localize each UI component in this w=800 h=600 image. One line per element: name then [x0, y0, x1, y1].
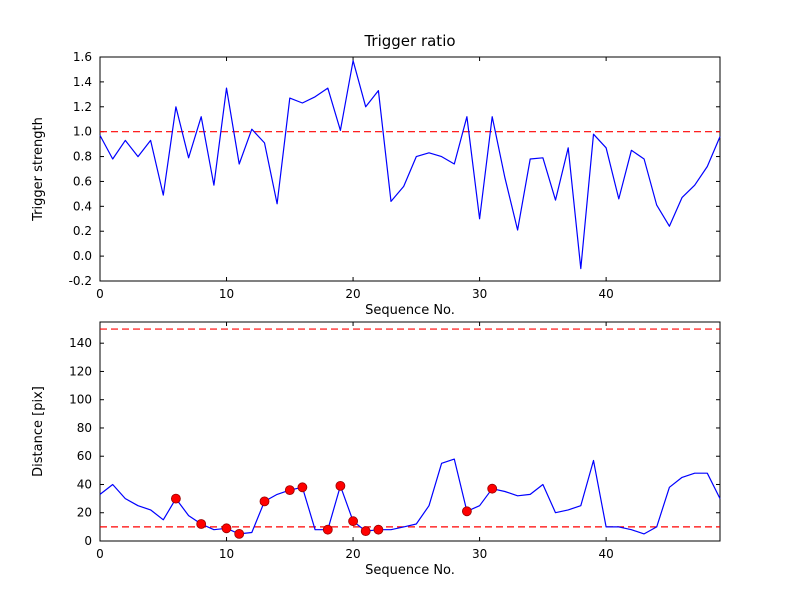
trigger-marker: [373, 524, 384, 535]
y-tick-label: 0.2: [73, 224, 92, 238]
x-tick-label: 20: [345, 547, 360, 561]
y-tick-label: 0.8: [73, 150, 92, 164]
x-tick-label: 30: [472, 547, 487, 561]
y-tick-label: 140: [69, 336, 92, 350]
distance-chart: 0 10 20 30 40 0 20 40 60 80 100 120 140 Sequence No. D…: [31, 321, 721, 578]
trigger-ratio-chart-frame: [99, 56, 721, 282]
trigger-marker: [234, 529, 245, 539]
trigger-marker: [335, 480, 346, 491]
trigger-marker: [360, 526, 371, 536]
y-tick-label: 0: [84, 534, 92, 548]
y-tick-label: 1.0: [73, 125, 92, 139]
y-tick-label: 1.4: [73, 75, 92, 89]
y-tick-label: 0.4: [73, 199, 92, 213]
trigger-ratio-chart: 0 10 20 30 40 -0.2 0.0 0.2 0.4 0.6 0.8 1.0 1.2 1.4 1.6…: [31, 32, 721, 318]
x-tick-label: 10: [219, 287, 234, 301]
x-tick-label: 40: [598, 547, 613, 561]
trigger-marker: [461, 506, 472, 517]
y-tick-label: 0.6: [73, 174, 92, 188]
x-axis-label: Sequence No.: [365, 563, 455, 578]
x-tick-label: 0: [96, 287, 104, 301]
y-tick-label: -0.2: [69, 274, 92, 288]
trigger-marker: [322, 524, 333, 535]
y-tick-label: 120: [69, 364, 92, 378]
trigger-marker: [348, 516, 359, 527]
trigger-marker: [221, 523, 232, 534]
trigger-marker: [297, 482, 308, 493]
y-tick-label: 40: [77, 477, 92, 491]
y-tick-label: 0.0: [73, 249, 92, 263]
x-tick-label: 20: [345, 287, 360, 301]
trigger-marker: [170, 493, 181, 504]
x-axis-label: Sequence No.: [365, 303, 455, 318]
x-tick-label: 10: [219, 547, 234, 561]
x-tick-label: 40: [598, 287, 613, 301]
y-tick-label: 20: [77, 506, 92, 520]
trigger-marker: [259, 496, 270, 507]
x-tick-label: 0: [96, 547, 104, 561]
trigger-ratio-chart-series-line: [99, 60, 721, 270]
y-tick-label: 100: [69, 393, 92, 407]
y-tick-label: 60: [77, 449, 92, 463]
trigger-marker: [196, 519, 207, 529]
y-tick-label: 80: [77, 421, 92, 435]
chart-title: Trigger ratio: [363, 32, 455, 50]
x-tick-label: 30: [472, 287, 487, 301]
distance-chart-frame: [99, 321, 721, 542]
y-tick-label: 1.2: [73, 100, 92, 114]
y-tick-label: 1.6: [73, 50, 92, 64]
trigger-marker: [487, 483, 498, 494]
y-axis-label: Trigger strength: [31, 117, 46, 222]
y-axis-label: Distance [pix]: [31, 386, 46, 477]
trigger-marker: [284, 485, 295, 496]
